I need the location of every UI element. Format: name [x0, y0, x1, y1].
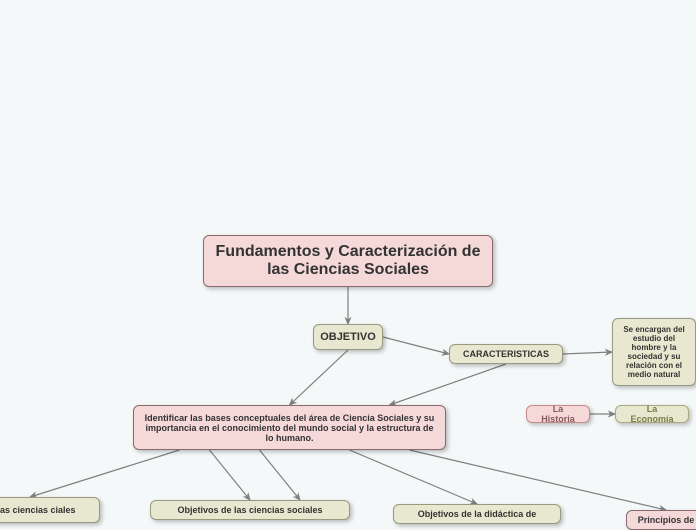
edge-objetivo-identificar: [290, 350, 349, 405]
node-identificar[interactable]: Identificar las bases conceptuales del á…: [133, 405, 446, 450]
edge-caracteristicas-identificar: [390, 364, 507, 405]
node-title[interactable]: Fundamentos y Caracterización de las Cie…: [203, 235, 493, 287]
node-economia[interactable]: La Economía: [615, 405, 689, 423]
node-principios[interactable]: Principios de: [626, 510, 696, 530]
edge-objetivo-caracteristicas: [383, 337, 449, 354]
edge-identificar-obj_sociales: [210, 450, 251, 500]
node-obj_didactica[interactable]: Objetivos de la didáctica de: [393, 504, 561, 524]
edge-identificar-obj_left: [30, 450, 180, 497]
edge-identificar-obj_sociales: [260, 450, 301, 500]
node-encargan[interactable]: Se encargan del estudio del hombre y la …: [612, 318, 696, 386]
node-objetivo[interactable]: OBJETIVO: [313, 324, 383, 350]
node-historia[interactable]: La Historia: [526, 405, 590, 423]
node-obj_sociales[interactable]: Objetivos de las ciencias sociales: [150, 500, 350, 520]
edge-identificar-obj_didactica: [350, 450, 478, 504]
node-caracteristicas[interactable]: CARACTERISTICAS: [449, 344, 563, 364]
edge-caracteristicas-encargan: [563, 352, 612, 354]
edge-identificar-principios: [410, 450, 667, 510]
node-obj_left[interactable]: de las ciencias ciales: [0, 497, 100, 523]
